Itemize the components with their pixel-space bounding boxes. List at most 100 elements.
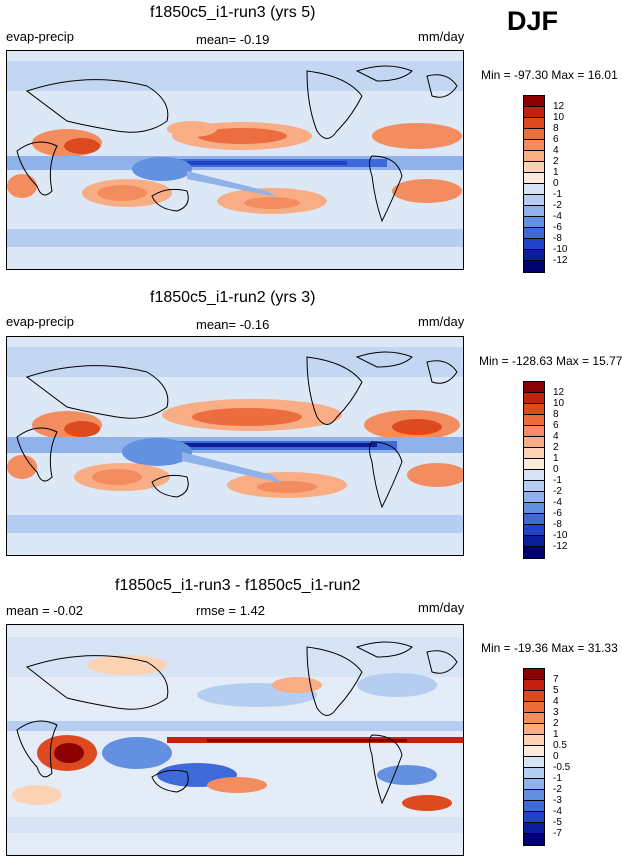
panel3-colorbar-tick: 0.5 <box>553 740 567 751</box>
panel3-colorbar-tick: 2 <box>553 718 559 729</box>
panel2-map <box>6 336 464 556</box>
panel3-colorbar-tick: -2 <box>553 784 562 795</box>
panel2-colorbar-tick: 0 <box>553 464 559 475</box>
panel3-colorbar-tick: -7 <box>553 828 562 839</box>
panel1-colorbar-tick: -1 <box>553 189 562 200</box>
panel3-colorbar-swatch <box>524 823 544 834</box>
panel2-colorbar-swatch <box>524 437 544 448</box>
panel1-colorbar-tick: -8 <box>553 233 562 244</box>
panel3-colorbar-tick: 4 <box>553 696 559 707</box>
panel2-colorbar-tick: -8 <box>553 519 562 530</box>
panel3-colorbar-tick: 7 <box>553 674 559 685</box>
panel2-colorbar-tick: 4 <box>553 431 559 442</box>
panel1-colorbar-tick: 2 <box>553 156 559 167</box>
panel2-colorbar-swatch <box>524 514 544 525</box>
panel2-variable-label: evap-precip <box>6 314 74 329</box>
panel1-colorbar-tick: 1 <box>553 167 559 178</box>
panel3-colorbar-swatch <box>524 801 544 812</box>
panel3-colorbar-swatch <box>524 724 544 735</box>
panel1-colorbar-tick: -10 <box>553 244 568 255</box>
panel3-colorbar-swatch <box>524 746 544 757</box>
panel2-colorbar-tick: 12 <box>553 387 565 398</box>
panel1-minmax: Min = -97.30 Max = 16.01 <box>481 68 618 82</box>
panel3-minmax: Min = -19.36 Max = 31.33 <box>481 641 618 655</box>
panel1-colorbar-tick: -2 <box>553 200 562 211</box>
panel3-mean-label: mean = -0.02 <box>6 603 83 618</box>
panel1-colorbar-swatch <box>524 107 544 118</box>
panel2-colorbar-tick: 8 <box>553 409 559 420</box>
panel3-colorbar-tick: -3 <box>553 795 562 806</box>
panel3-colorbar-swatch <box>524 702 544 713</box>
panel1-colorbar-tick: -4 <box>553 211 562 222</box>
panel2-colorbar-swatch <box>524 459 544 470</box>
panel2-colorbar-swatch <box>524 536 544 547</box>
panel1-colorbar-swatch <box>524 250 544 261</box>
panel3-colorbar-swatch <box>524 669 544 680</box>
panel3-title: f1850c5_i1-run3 - f1850c5_i1-run2 <box>115 577 361 594</box>
panel1-colorbar-tick: 12 <box>553 101 565 112</box>
panel2-colorbar-swatch <box>524 481 544 492</box>
panel3-colorbar-swatch <box>524 768 544 779</box>
panel1-colorbar-swatch <box>524 206 544 217</box>
panel1-colorbar-swatch <box>524 217 544 228</box>
panel2-colorbar-swatch <box>524 448 544 459</box>
panel3-colorbar-tick: 5 <box>553 685 559 696</box>
panel1-units-label: mm/day <box>418 29 465 44</box>
panel3-colorbar-swatch <box>524 691 544 702</box>
panel2-colorbar-tick: 6 <box>553 420 559 431</box>
panel3-colorbar-tick: -5 <box>553 817 562 828</box>
panel3-rmse-label: rmse = 1.42 <box>196 603 266 618</box>
panel3-colorbar-tick: 3 <box>553 707 559 718</box>
panel2-colorbar-tick: -2 <box>553 486 562 497</box>
panel2-units-label: mm/day <box>418 314 465 329</box>
panel1-colorbar-swatch <box>524 239 544 250</box>
panel1-colorbar-swatch <box>524 184 544 195</box>
panel2-colorbar-swatch <box>524 393 544 404</box>
panel2-colorbar-tick: -4 <box>553 497 562 508</box>
panel1-colorbar-swatch <box>524 195 544 206</box>
panel1-colorbar-swatch <box>524 228 544 239</box>
panel2-mean-label: mean= -0.16 <box>196 317 270 332</box>
panel1-mean-label: mean= -0.19 <box>196 32 270 47</box>
panel1-colorbar-tick: -12 <box>553 255 568 266</box>
panel2-colorbar-tick: 1 <box>553 453 559 464</box>
panel1-colorbar-tick: 8 <box>553 123 559 134</box>
season-label: DJF <box>507 6 559 36</box>
panel2-colorbar-tick: 10 <box>553 398 565 409</box>
panel3-colorbar-swatch <box>524 713 544 724</box>
panel2-colorbar-swatch <box>524 492 544 503</box>
panel3-map <box>6 624 464 856</box>
panel1-colorbar-tick: 4 <box>553 145 559 156</box>
panel1-colorbar-swatch <box>524 96 544 107</box>
panel2-colorbar-swatch <box>524 426 544 437</box>
panel1-colorbar-tick: -6 <box>553 222 562 233</box>
panel3-colorbar-swatch <box>524 757 544 768</box>
panel2-colorbar-tick: -12 <box>553 541 568 552</box>
panel1-colorbar-swatch <box>524 129 544 140</box>
panel3-colorbar-swatch <box>524 680 544 691</box>
panel3-colorbar-tick: 1 <box>553 729 559 740</box>
panel3-colorbar-swatch <box>524 779 544 790</box>
panel1-colorbar-swatch <box>524 261 544 272</box>
panel2-title: f1850c5_i1-run2 (yrs 3) <box>150 289 316 306</box>
panel3-units-label: mm/day <box>418 600 465 615</box>
panel1-colorbar <box>523 95 545 273</box>
panel2-colorbar-swatch <box>524 470 544 481</box>
panel2-colorbar-tick: -10 <box>553 530 568 541</box>
panel2-colorbar-swatch <box>524 404 544 415</box>
panel1-map <box>6 50 464 270</box>
panel1-title: f1850c5_i1-run3 (yrs 5) <box>150 4 316 21</box>
panel2-colorbar-swatch <box>524 382 544 393</box>
panel3-colorbar-swatch <box>524 790 544 801</box>
panel3-colorbar-swatch <box>524 834 544 845</box>
panel2-colorbar-swatch <box>524 547 544 558</box>
panel1-variable-label: evap-precip <box>6 29 74 44</box>
panel2-colorbar-swatch <box>524 503 544 514</box>
panel2-colorbar-swatch <box>524 415 544 426</box>
panel2-colorbar-tick: -1 <box>553 475 562 486</box>
panel1-colorbar-tick: 10 <box>553 112 565 123</box>
panel2-minmax: Min = -128.63 Max = 15.77 <box>479 354 622 368</box>
panel3-colorbar-swatch <box>524 735 544 746</box>
panel2-colorbar <box>523 381 545 559</box>
panel3-colorbar-swatch <box>524 812 544 823</box>
